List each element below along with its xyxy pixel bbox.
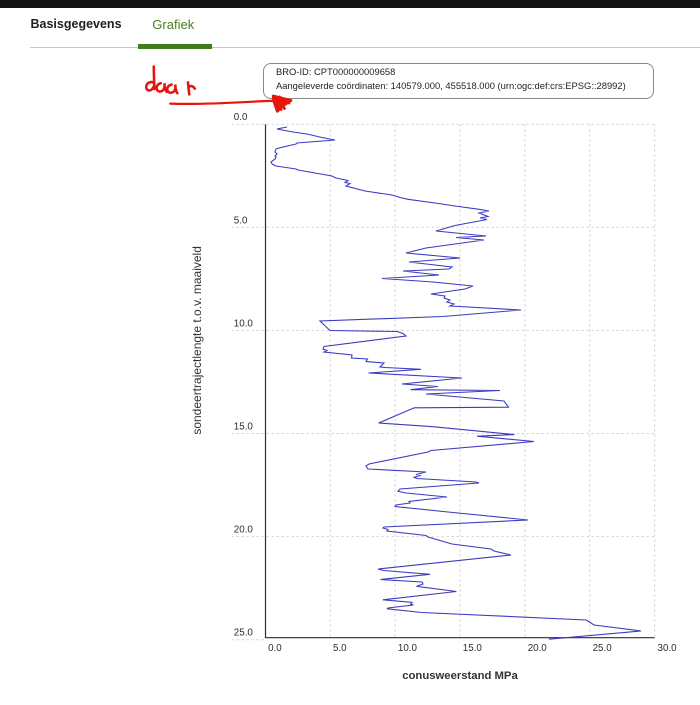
svg-text:BRO-ID: CPT000000009658: BRO-ID: CPT000000009658	[276, 66, 395, 77]
svg-text:25.0: 25.0	[593, 643, 613, 654]
svg-text:0.0: 0.0	[268, 643, 282, 654]
svg-text:5.0: 5.0	[333, 643, 347, 654]
svg-text:Aangeleverde coördinaten: 1405: Aangeleverde coördinaten: 140579.000, 45…	[276, 80, 626, 91]
svg-text:0.0: 0.0	[234, 112, 248, 123]
svg-text:15.0: 15.0	[463, 643, 483, 654]
svg-text:sondeertrajectlengte t.o.v. ma: sondeertrajectlengte t.o.v. maaiveld	[190, 246, 204, 435]
svg-text:10.0: 10.0	[234, 318, 254, 329]
svg-text:20.0: 20.0	[528, 643, 548, 654]
svg-text:30.0: 30.0	[658, 643, 678, 654]
svg-text:15.0: 15.0	[234, 422, 254, 433]
svg-text:10.0: 10.0	[398, 643, 418, 654]
svg-text:25.0: 25.0	[234, 628, 254, 639]
svg-text:conusweerstand MPa: conusweerstand MPa	[402, 670, 518, 682]
svg-text:5.0: 5.0	[234, 215, 248, 226]
svg-text:20.0: 20.0	[234, 525, 254, 536]
